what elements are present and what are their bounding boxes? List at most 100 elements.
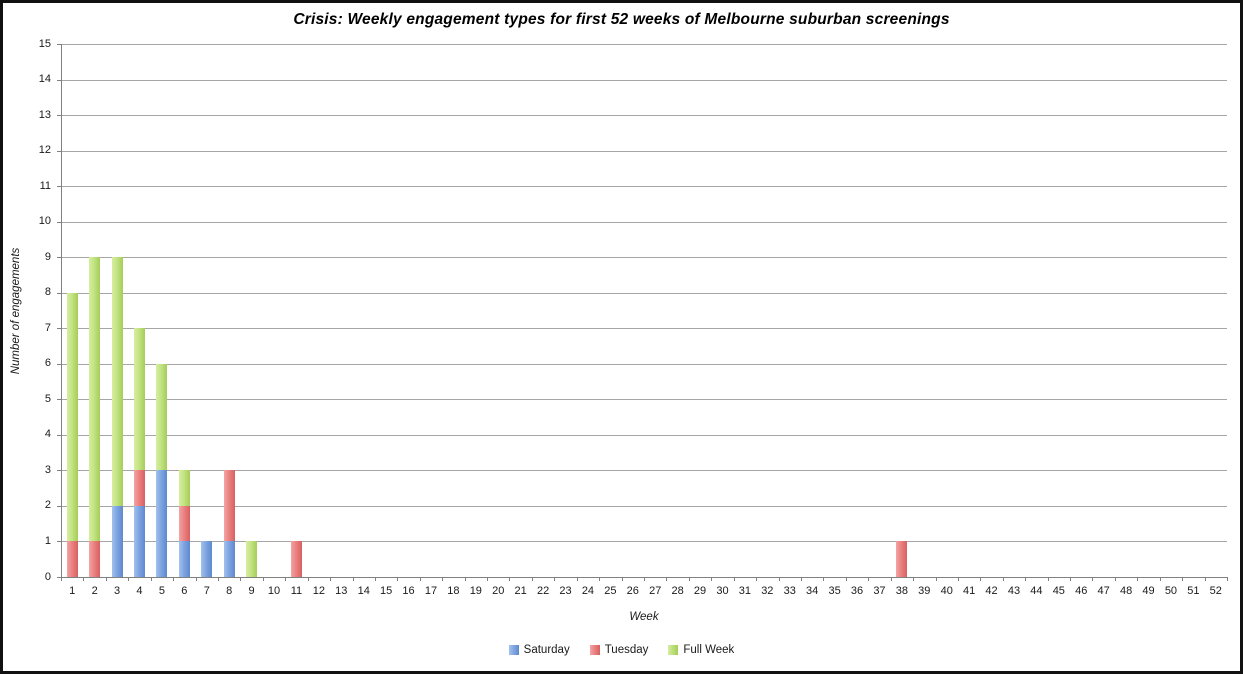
x-tick-label: 14 — [357, 585, 370, 597]
x-tick-label: 47 — [1097, 585, 1110, 597]
gridline — [61, 328, 1227, 330]
tuesday-swatch-icon — [589, 645, 600, 655]
x-tick-label: 37 — [873, 585, 886, 597]
x-tick — [621, 577, 623, 581]
x-tick — [1002, 577, 1004, 581]
x-tick-label: 50 — [1164, 585, 1178, 597]
x-tick-label: 52 — [1209, 585, 1222, 597]
bar-segment-full-week — [111, 257, 123, 506]
x-tick-label: 38 — [895, 585, 908, 597]
x-tick-label: 28 — [671, 585, 684, 597]
y-tick-label: 10 — [38, 215, 51, 228]
bar-segment-saturday — [178, 541, 190, 577]
y-tick-label: 1 — [44, 534, 51, 547]
x-tick — [173, 577, 175, 581]
x-tick — [823, 577, 825, 581]
x-tick-label: 15 — [380, 585, 393, 597]
y-axis-title: Number of engagements — [10, 247, 22, 375]
bar-segment-tuesday — [896, 541, 908, 577]
x-tick-label: 18 — [447, 585, 460, 597]
x-tick — [240, 577, 242, 581]
x-tick — [195, 577, 197, 581]
gridline — [61, 541, 1227, 543]
y-tick-label: 0 — [44, 570, 51, 583]
x-tick-label: 5 — [158, 585, 165, 597]
y-tick — [57, 363, 61, 365]
bar-segment-tuesday — [290, 541, 302, 577]
bar-segment-full-week — [89, 257, 101, 542]
chart-legend: Saturday Tuesday Full Week — [3, 644, 1240, 656]
x-tick — [1114, 577, 1116, 581]
gridline — [61, 434, 1227, 436]
gridline — [61, 399, 1227, 401]
x-tick-label: 25 — [604, 585, 617, 597]
gridline — [61, 292, 1227, 294]
x-tick-label: 8 — [226, 585, 233, 597]
x-tick-label: 33 — [783, 585, 796, 597]
x-tick — [957, 577, 959, 581]
x-tick-label: 21 — [514, 585, 527, 597]
x-tick-label: 49 — [1142, 585, 1155, 597]
x-tick-label: 16 — [402, 585, 415, 597]
x-tick — [1025, 577, 1027, 581]
y-tick-label: 3 — [44, 463, 51, 476]
x-tick-label: 4 — [136, 585, 143, 597]
y-tick-label: 7 — [44, 321, 51, 334]
x-tick — [509, 577, 511, 581]
x-tick-label: 10 — [267, 585, 281, 597]
x-tick — [913, 577, 915, 581]
y-axis-line — [61, 44, 62, 581]
y-tick — [57, 434, 61, 436]
bar-segment-tuesday — [223, 470, 235, 542]
bar-segment-saturday — [201, 541, 213, 577]
gridline — [61, 150, 1227, 152]
x-tick — [644, 577, 645, 581]
x-tick-label: 20 — [492, 585, 505, 597]
y-tick — [57, 79, 61, 81]
x-tick-label: 42 — [985, 585, 998, 597]
x-tick — [442, 577, 444, 581]
legend-label: Tuesday — [604, 644, 649, 656]
x-tick — [980, 577, 982, 581]
x-tick-label: 17 — [424, 585, 438, 597]
x-tick-label: 40 — [940, 585, 953, 597]
y-tick — [57, 470, 61, 472]
bar-segment-saturday — [133, 505, 145, 577]
x-tick — [1182, 577, 1184, 581]
bar-segment-saturday — [156, 470, 168, 577]
y-tick — [57, 399, 61, 401]
y-tick-label: 4 — [44, 428, 51, 441]
x-tick — [330, 577, 332, 581]
x-tick — [666, 577, 668, 581]
x-tick — [397, 577, 399, 581]
bar-segment-tuesday — [178, 505, 190, 542]
x-tick-label: 11 — [290, 585, 303, 597]
y-tick — [57, 541, 61, 543]
y-tick-label: 14 — [38, 73, 51, 86]
x-tick-label: 6 — [181, 585, 188, 597]
saturday-swatch-icon — [508, 645, 519, 655]
y-tick — [57, 505, 61, 507]
x-tick — [890, 577, 892, 581]
gridline — [61, 257, 1227, 259]
bar-segment-tuesday — [66, 541, 78, 577]
x-tick-label: 36 — [850, 585, 864, 597]
gridline — [61, 186, 1227, 188]
x-tick — [285, 577, 287, 581]
y-tick-label: 2 — [44, 499, 51, 512]
x-tick-label: 44 — [1030, 585, 1043, 597]
legend-item-full-week: Full Week — [668, 644, 734, 656]
x-tick-label: 1 — [69, 585, 76, 597]
x-tick-label: 43 — [1007, 585, 1021, 597]
x-tick — [374, 577, 376, 581]
x-tick — [217, 577, 219, 581]
x-tick — [778, 577, 780, 581]
x-tick — [83, 577, 85, 581]
x-tick-label: 51 — [1187, 585, 1200, 597]
x-axis-line — [57, 577, 1227, 578]
x-tick-label: 7 — [203, 585, 210, 597]
x-tick-label: 12 — [312, 585, 325, 597]
x-tick — [576, 577, 578, 581]
x-tick-label: 30 — [716, 585, 729, 597]
